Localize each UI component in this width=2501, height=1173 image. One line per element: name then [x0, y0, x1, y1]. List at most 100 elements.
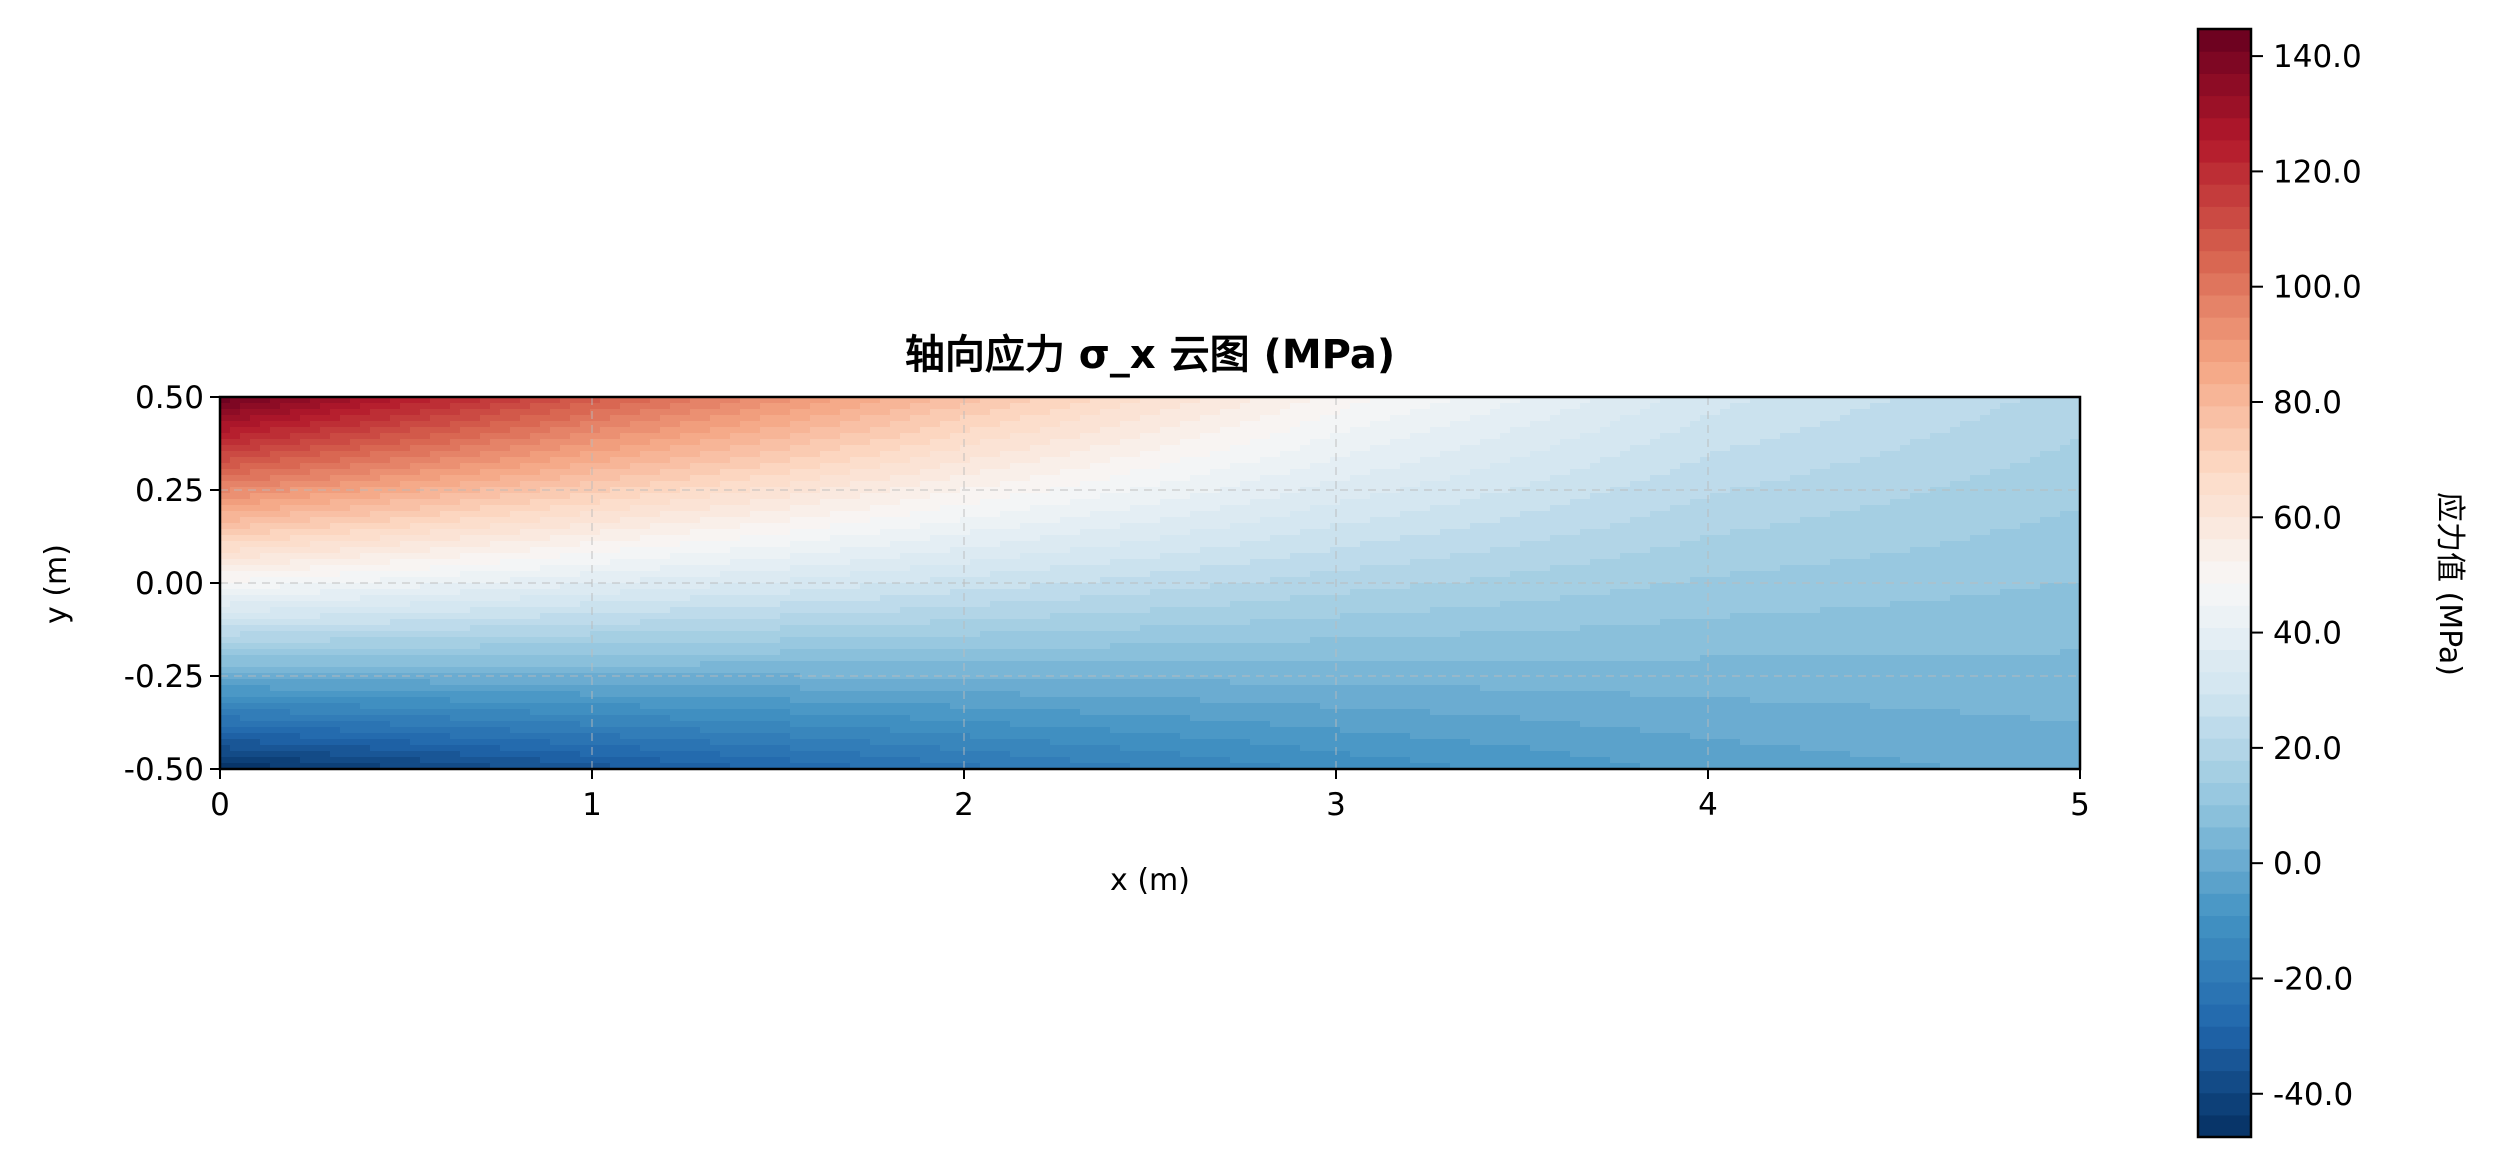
- contour-cell: [1610, 451, 1621, 458]
- contour-cell: [2000, 511, 2011, 518]
- contour-cell: [1350, 499, 1361, 506]
- contour-cell: [1900, 439, 1911, 446]
- contour-cell: [300, 445, 311, 452]
- contour-cell: [1800, 451, 1811, 458]
- contour-cell: [1620, 535, 1631, 542]
- contour-cell: [2000, 451, 2011, 458]
- contour-cell: [990, 469, 1001, 476]
- contour-cell: [1770, 439, 1781, 446]
- contour-cell: [240, 535, 251, 542]
- contour-cell: [540, 457, 551, 464]
- contour-cell: [820, 517, 831, 524]
- contour-cell: [1560, 469, 1571, 476]
- contour-cell: [1690, 421, 1701, 428]
- contour-cell: [330, 547, 341, 554]
- contour-cell: [1290, 397, 1301, 404]
- contour-cell: [640, 469, 651, 476]
- contour-cell: [1010, 469, 1021, 476]
- contour-cell: [610, 439, 621, 446]
- contour-cell: [1390, 511, 1401, 518]
- contour-cell: [1910, 547, 1921, 554]
- contour-cell: [1880, 445, 1891, 452]
- contour-cell: [1940, 499, 1951, 506]
- contour-cell: [1050, 445, 1061, 452]
- contour-cell: [700, 421, 711, 428]
- contour-cell: [820, 463, 831, 470]
- contour-cell: [550, 523, 561, 530]
- contour-cell: [1080, 481, 1091, 488]
- contour-cell: [1200, 421, 1211, 428]
- contour-cell: [1980, 493, 1991, 500]
- contour-cell: [410, 397, 421, 404]
- contour-cell: [1080, 553, 1091, 560]
- contour-cell: [650, 421, 661, 428]
- contour-cell: [750, 475, 761, 482]
- contour-cell: [470, 463, 481, 470]
- contour-cell: [1650, 463, 1661, 470]
- contour-cell: [1310, 475, 1321, 482]
- contour-cell: [1330, 547, 1341, 554]
- contour-cell: [1600, 403, 1611, 410]
- contour-cell: [1380, 451, 1391, 458]
- contour-cell: [1920, 403, 1931, 410]
- contour-cell: [1950, 523, 1961, 530]
- contour-cell: [220, 547, 231, 554]
- contour-cell: [760, 481, 771, 488]
- contour-cell: [1770, 529, 1781, 536]
- contour-cell: [1300, 553, 1311, 560]
- contour-cell: [1530, 469, 1541, 476]
- contour-cell: [360, 469, 371, 476]
- contour-cell: [1450, 499, 1461, 506]
- contour-cell: [1070, 421, 1081, 428]
- contour-cell: [1050, 397, 1061, 404]
- contour-cell: [1360, 493, 1371, 500]
- contour-cell: [650, 397, 661, 404]
- contour-cell: [300, 421, 311, 428]
- contour-cell: [1040, 463, 1051, 470]
- contour-cell: [1310, 427, 1321, 434]
- contour-cell: [1560, 499, 1571, 506]
- contour-cell: [1050, 475, 1061, 482]
- contour-cell: [960, 553, 971, 560]
- contour-cell: [380, 469, 391, 476]
- contour-cell: [1520, 433, 1531, 440]
- contour-cell: [860, 493, 871, 500]
- contour-cell: [1720, 481, 1731, 488]
- contour-cell: [1000, 427, 1011, 434]
- contour-cell: [520, 505, 531, 512]
- contour-cell: [860, 469, 871, 476]
- contour-cell: [1650, 523, 1661, 530]
- contour-cell: [1700, 517, 1711, 524]
- contour-cell: [660, 475, 671, 482]
- contour-cell: [270, 469, 281, 476]
- contour-cell: [1080, 523, 1091, 530]
- contour-cell: [290, 481, 301, 488]
- contour-cell: [1490, 421, 1501, 428]
- contour-cell: [1420, 421, 1431, 428]
- contour-cell: [600, 541, 611, 548]
- contour-cell: [1540, 427, 1551, 434]
- contour-cell: [980, 535, 991, 542]
- contour-cell: [1340, 553, 1351, 560]
- contour-cell: [870, 433, 881, 440]
- contour-cell: [520, 523, 531, 530]
- contour-cell: [280, 481, 291, 488]
- contour-cell: [910, 409, 921, 416]
- contour-cell: [1860, 529, 1871, 536]
- contour-cell: [1550, 451, 1561, 458]
- contour-cell: [1380, 397, 1391, 404]
- contour-cell: [730, 499, 741, 506]
- contour-cell: [1160, 517, 1171, 524]
- contour-cell: [1970, 511, 1981, 518]
- contour-cell: [610, 415, 621, 422]
- contour-cell: [320, 397, 331, 404]
- contour-cell: [1390, 493, 1401, 500]
- contour-cell: [1360, 487, 1371, 494]
- contour-cell: [1130, 481, 1141, 488]
- contour-cell: [720, 433, 731, 440]
- contour-cell: [650, 427, 661, 434]
- contour-cell: [2060, 499, 2071, 506]
- contour-cell: [390, 409, 401, 416]
- contour-cell: [1130, 403, 1141, 410]
- contour-cell: [720, 475, 731, 482]
